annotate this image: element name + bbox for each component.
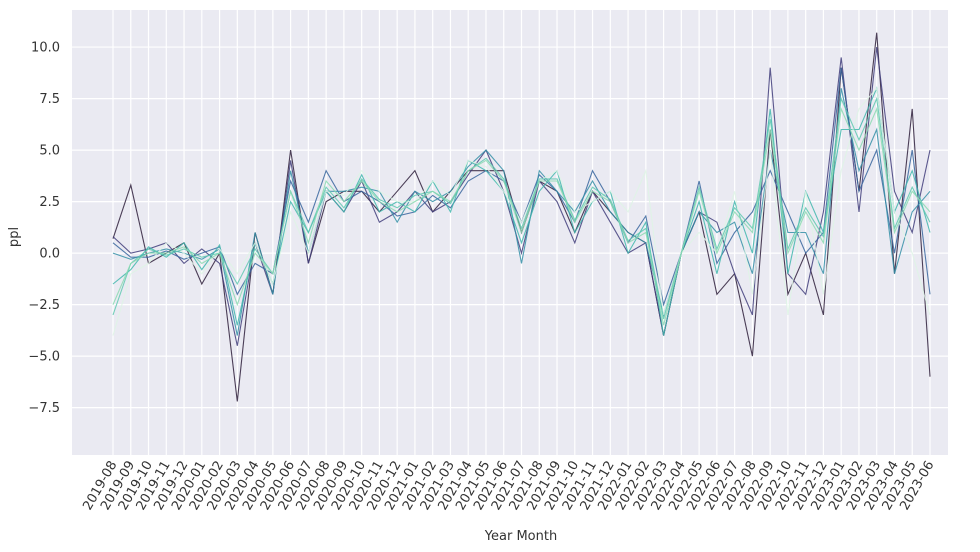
- y-tick-label: 10.0: [31, 41, 60, 56]
- y-tick-label: 5.0: [39, 144, 60, 159]
- y-tick-label: 7.5: [39, 92, 60, 107]
- y-tick-label: −2.5: [28, 298, 60, 313]
- y-tick-label: −5.0: [28, 350, 60, 365]
- series-line: [112, 47, 931, 346]
- x-axis-label: Year Month: [484, 529, 557, 544]
- y-tick-label: 0.0: [39, 247, 60, 262]
- y-tick-label: −7.5: [28, 401, 60, 416]
- y-tick-label: 2.5: [39, 195, 60, 210]
- plot-area: [72, 10, 948, 455]
- series-line: [112, 88, 931, 336]
- y-axis-label: ppl: [7, 227, 22, 247]
- series-line: [112, 106, 931, 326]
- series-line: [112, 87, 931, 336]
- series-line: [112, 96, 931, 320]
